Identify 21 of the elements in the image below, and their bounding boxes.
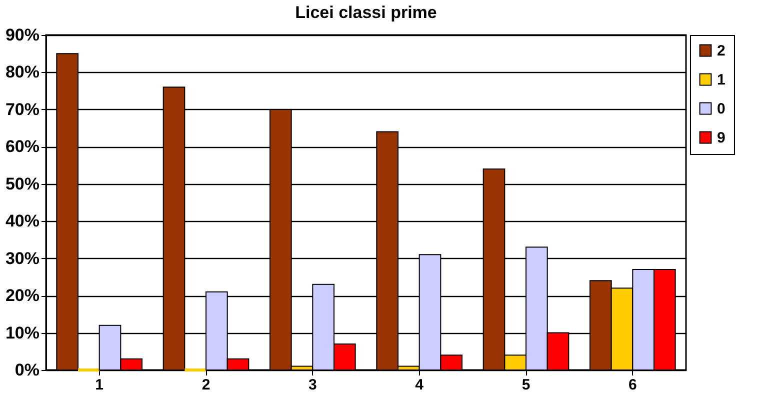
legend-label: 1 [717,72,726,88]
x-tick-label: 4 [415,376,424,394]
x-tick-label: 1 [95,376,104,394]
legend-label: 0 [717,100,726,118]
chart-title: Licei classi prime [295,3,437,22]
x-tick-label: 2 [202,376,210,394]
y-tick-label: 10% [5,323,40,342]
x-tick-label: 3 [308,376,317,394]
y-tick-label: 20% [5,286,40,306]
y-tick-label: 50% [5,174,40,194]
y-tick-label: 70% [5,100,40,119]
legend-label: 2 [717,42,726,60]
x-tick-label: 5 [522,376,530,394]
y-tick-label: 80% [5,62,40,82]
y-tick-label: 0% [14,360,40,380]
legend-label: 9 [717,130,726,146]
x-tick-label: 6 [628,376,637,394]
y-tick-label: 60% [5,137,40,156]
y-tick-label: 30% [5,248,40,268]
y-tick-label: 90% [5,26,40,44]
y-tick-label: 40% [5,212,40,231]
